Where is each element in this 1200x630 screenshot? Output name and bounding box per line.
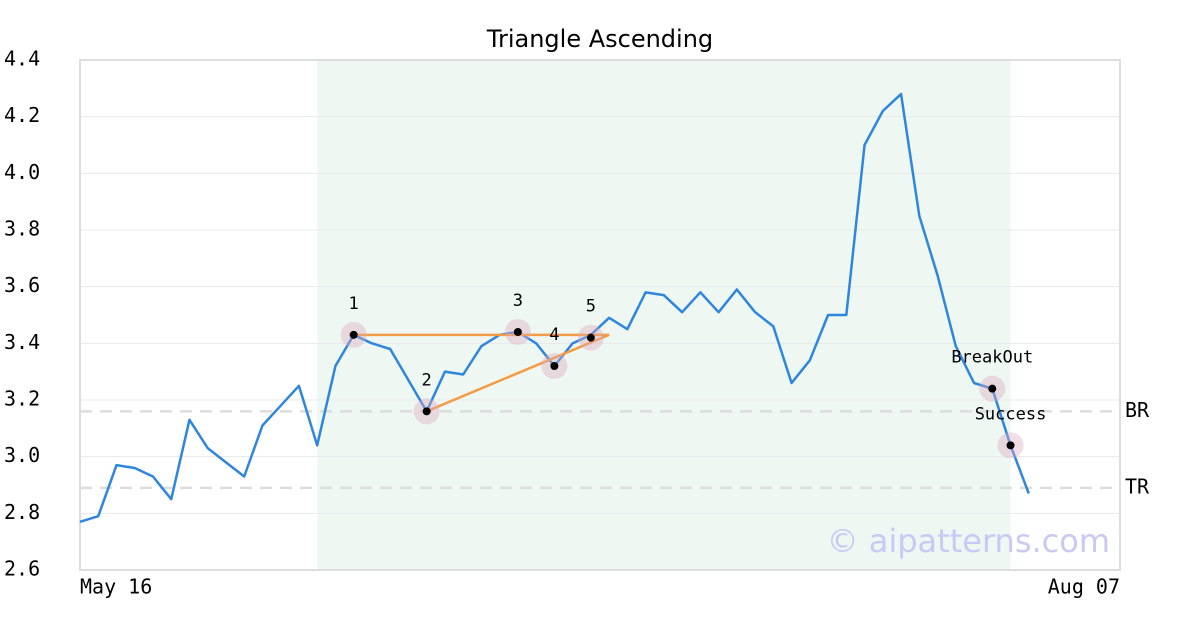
- trend-line: [426, 333, 610, 413]
- watermark: © aipatterns.com: [827, 522, 1110, 560]
- pattern-label: 2: [422, 370, 432, 390]
- pattern-point: [550, 362, 559, 370]
- y-tick-label: 4.4: [4, 47, 40, 71]
- pattern-point: [1006, 441, 1015, 450]
- highlight-region: [317, 60, 1011, 570]
- y-tick-label: 4.2: [4, 103, 40, 127]
- level-label: TR: [1125, 474, 1150, 498]
- y-tick-label: 3.2: [4, 387, 40, 411]
- y-tick-label: 3.6: [4, 273, 40, 297]
- pattern-label: 5: [586, 297, 596, 317]
- pattern-label: 3: [513, 291, 523, 311]
- y-tick-label: 2.6: [4, 557, 40, 581]
- pattern-label: Success: [975, 404, 1047, 424]
- pattern-point: [513, 328, 522, 336]
- pattern-point: [349, 330, 358, 339]
- x-tick-label: Aug 07: [1048, 575, 1120, 599]
- pattern-label: BreakOut: [951, 348, 1033, 368]
- pattern-label: 1: [349, 294, 359, 314]
- y-tick-label: 3.4: [4, 330, 40, 354]
- y-tick-label: 2.8: [4, 500, 40, 524]
- plot-frame: [79, 59, 1121, 571]
- chart-title: Triangle Ascending: [486, 25, 713, 53]
- pattern-point: [422, 407, 431, 416]
- y-tick-label: 3.0: [4, 443, 40, 467]
- pattern-point: [988, 384, 997, 393]
- pattern-label: 4: [549, 325, 559, 345]
- y-tick-label: 4.0: [4, 160, 40, 184]
- level-label: BR: [1125, 398, 1150, 422]
- pattern-point: [586, 333, 595, 342]
- y-tick-label: 3.8: [4, 217, 40, 241]
- x-tick-label: May 16: [80, 575, 152, 599]
